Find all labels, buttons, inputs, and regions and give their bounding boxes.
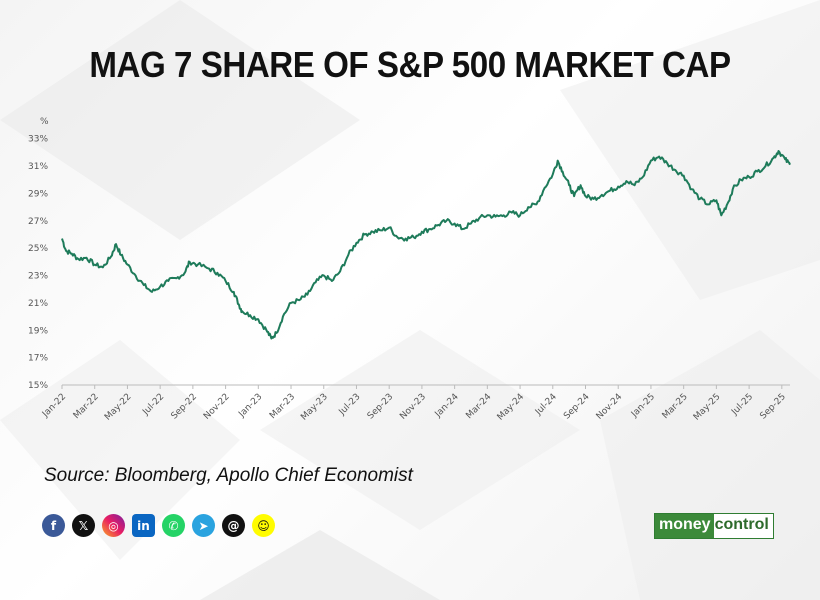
y-tick-label: 15% [28,381,48,391]
x-tick-label: Jan-24 [433,392,461,420]
snapchat-icon[interactable]: ☺ [252,514,275,537]
line-chart: %15%17%19%21%23%25%27%29%31%33% Jan-22 Ma… [28,117,791,423]
x-tick-label: Jan-23 [236,392,264,420]
series-line [61,150,791,340]
x-tick-label: Jan-25 [629,392,657,420]
y-axis: % 15% 17% 19% 21% 23% 25% 27% 29% 31% 33% [28,117,49,391]
y-tick-label: 33% [28,135,48,145]
x-tick-label: Sep-25 [758,392,787,421]
social-share-bar: f 𝕏 ◎ in ✆ ➤ @ ☺ [42,514,275,537]
x-tick-label: Mar-22 [72,392,101,421]
linkedin-icon[interactable]: in [132,514,155,537]
y-tick-label: 21% [28,299,48,309]
y-tick-label: 23% [28,272,48,282]
logo-part-money: money [655,514,714,538]
x-tick-label: Mar-23 [268,392,297,421]
x-icon[interactable]: 𝕏 [72,514,95,537]
x-tick-label: May-23 [299,392,330,423]
x-tick-label: Jan-22 [40,392,68,420]
y-tick-label: 19% [28,326,48,336]
x-tick-label: Jul-25 [729,392,755,418]
x-tick-label: Nov-24 [595,392,625,422]
x-tick-label: Nov-23 [398,392,428,422]
x-tick-label: May-22 [103,392,134,423]
x-tick-label: Jul-23 [337,392,363,418]
x-tick-label: Sep-23 [366,392,395,421]
chart-title: MAG 7 SHARE OF S&P 500 MARKET CAP [89,44,731,85]
x-axis: Jan-22 Mar-22 May-22 Jul-22 Sep-22 Nov-22 Jan-… [40,384,790,423]
series-layer [61,150,791,340]
y-axis-unit-label: % [40,117,49,127]
y-tick-label: 27% [28,217,48,227]
y-tick-label: 25% [28,244,48,254]
y-tick-label: 29% [28,189,48,199]
x-tick-label: Mar-25 [661,392,690,421]
logo-part-control: control [713,514,773,538]
x-tick-label: Mar-24 [464,392,493,421]
whatsapp-icon[interactable]: ✆ [162,514,185,537]
x-tick-label: Nov-22 [202,392,232,422]
y-tick-label: 17% [28,354,48,364]
threads-icon[interactable]: @ [222,514,245,537]
x-tick-label: Jul-22 [140,392,166,418]
telegram-icon[interactable]: ➤ [192,514,215,537]
y-tick-label: 31% [28,162,48,172]
x-tick-label: Sep-22 [170,392,199,421]
source-note: Source: Bloomberg, Apollo Chief Economis… [44,465,413,486]
facebook-icon[interactable]: f [42,514,65,537]
x-tick-label: Jul-24 [533,392,559,418]
moneycontrol-logo: money control [654,513,774,539]
x-tick-label: Sep-24 [562,392,592,422]
instagram-icon[interactable]: ◎ [102,514,125,537]
x-tick-label: May-24 [496,392,527,423]
x-tick-label: May-25 [692,392,723,423]
